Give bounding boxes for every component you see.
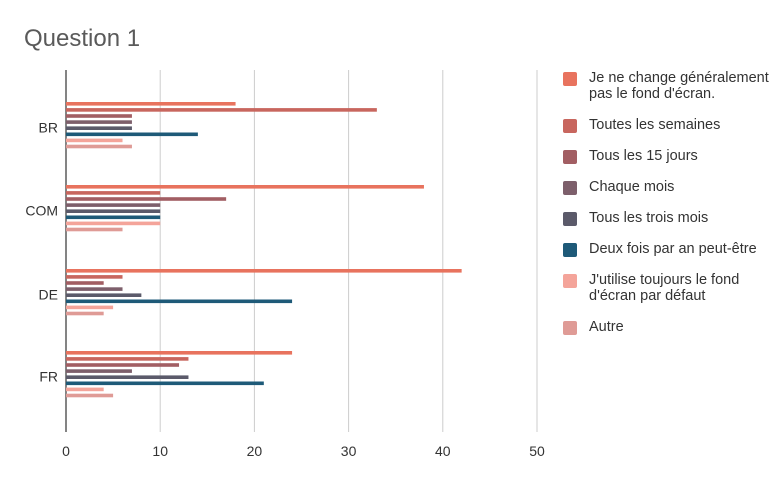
bar: [66, 369, 132, 373]
bar: [66, 203, 161, 207]
legend-label: Chaque mois: [589, 179, 675, 195]
bar: [66, 299, 293, 304]
legend: Je ne change généralement pas le fond d'…: [563, 70, 773, 350]
bar: [66, 275, 123, 279]
legend-swatch: [563, 212, 577, 226]
legend-swatch: [563, 243, 577, 257]
bar: [66, 126, 132, 130]
category-label: DE: [39, 286, 58, 302]
bar: [66, 381, 264, 386]
legend-item: Chaque mois: [563, 179, 773, 195]
bar: [66, 351, 293, 355]
legend-item: Toutes les semaines: [563, 117, 773, 133]
gridlines: [65, 70, 538, 432]
legend-label: Toutes les semaines: [589, 117, 721, 133]
bar: [66, 102, 236, 106]
bar: [66, 227, 123, 232]
legend-swatch: [563, 274, 577, 288]
category-label: COM: [25, 202, 58, 218]
legend-swatch: [563, 181, 577, 195]
category-labels: BR COM DE FR: [25, 119, 58, 384]
bar: [66, 215, 161, 220]
legend-swatch: [563, 72, 577, 86]
category-label: BR: [39, 119, 58, 135]
bar: [66, 375, 189, 379]
x-tick-label: 50: [529, 443, 545, 459]
legend-item: Deux fois par an peut-être: [563, 241, 773, 257]
legend-label: J'utilise toujours le fond d'écran par d…: [589, 272, 740, 304]
legend-label: Deux fois par an peut-être: [589, 241, 757, 257]
legend-item: Autre: [563, 319, 773, 335]
legend-label: Tous les trois mois: [589, 210, 709, 226]
legend-item: Tous les trois mois: [563, 210, 773, 226]
x-tick-label: 10: [152, 443, 168, 459]
legend-item: Je ne change généralement pas le fond d'…: [563, 70, 773, 102]
x-tick-label: 40: [435, 443, 451, 459]
bar: [66, 132, 198, 137]
bar: [66, 191, 161, 195]
bar: [66, 185, 424, 189]
bar: [66, 138, 123, 143]
bar: [66, 197, 227, 201]
x-tick-labels: 0 10 20 30 40 50: [62, 443, 545, 459]
legend-label: Autre: [589, 319, 624, 335]
legend-swatch: [563, 150, 577, 164]
bar: [66, 114, 132, 118]
legend-swatch: [563, 119, 577, 133]
bar: [66, 108, 377, 112]
bar: [66, 357, 189, 361]
bar: [66, 221, 161, 226]
bar: [66, 281, 104, 285]
bar: [66, 287, 123, 291]
x-tick-label: 20: [247, 443, 263, 459]
bar: [66, 363, 180, 367]
category-label: FR: [39, 368, 58, 384]
bar: [66, 305, 114, 310]
bar: [66, 209, 161, 213]
bar: [66, 293, 142, 297]
chart-title: Question 1: [24, 25, 141, 52]
legend-swatch: [563, 321, 577, 335]
bar: [66, 120, 132, 124]
bar: [66, 269, 462, 273]
bars: [66, 102, 462, 398]
bar: [66, 387, 104, 392]
legend-label: Je ne change généralement pas le fond d'…: [589, 70, 769, 102]
x-tick-label: 0: [62, 443, 70, 459]
bar: [66, 144, 132, 149]
x-tick-label: 30: [341, 443, 357, 459]
legend-item: Tous les 15 jours: [563, 148, 773, 164]
bar: [66, 393, 114, 398]
legend-item: J'utilise toujours le fond d'écran par d…: [563, 272, 773, 304]
legend-label: Tous les 15 jours: [589, 148, 698, 164]
bar: [66, 311, 104, 316]
